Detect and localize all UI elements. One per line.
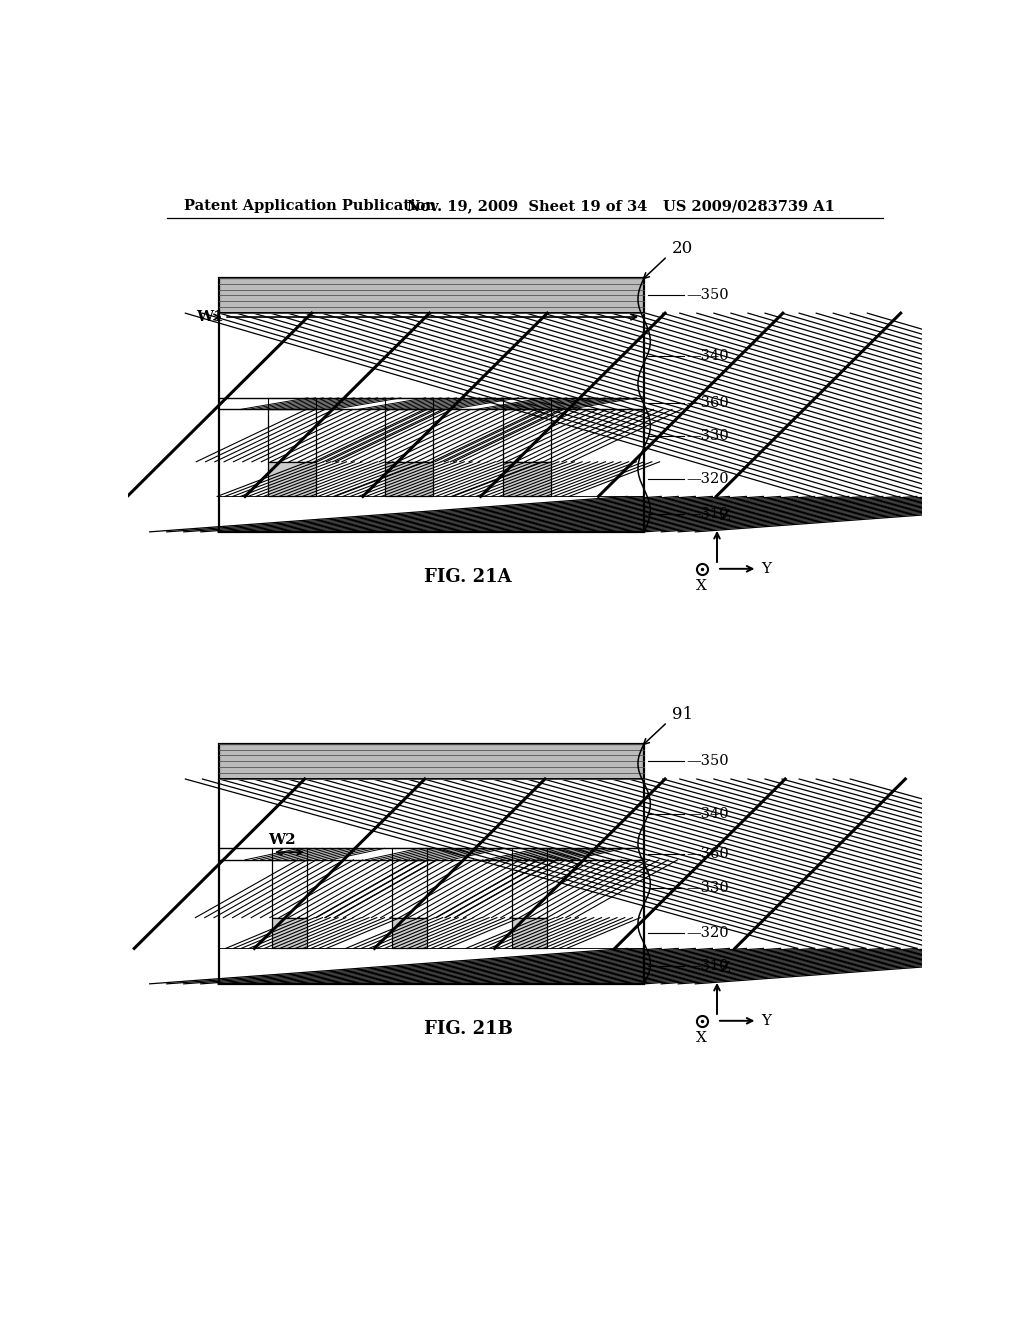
Text: —360: —360 [687,846,729,861]
Text: 20: 20 [672,240,693,257]
Text: Y: Y [761,1014,771,1028]
Bar [267,462,315,496]
Bar [385,462,433,496]
Bar [272,859,307,917]
Bar [267,397,315,409]
Bar [219,313,644,496]
Text: X: X [696,1031,707,1045]
Bar [503,462,551,496]
Text: FIG. 21A: FIG. 21A [424,568,512,586]
Bar [385,397,433,409]
Text: —320: —320 [687,471,729,486]
Bar [219,779,644,949]
Bar [392,859,427,917]
Bar [512,849,547,859]
Text: —310: —310 [687,960,729,973]
Bar [219,277,644,313]
Text: Nov. 19, 2009  Sheet 19 of 34: Nov. 19, 2009 Sheet 19 of 34 [407,199,647,213]
Bar [267,397,315,409]
Bar [503,409,551,462]
Bar [219,496,644,532]
Bar [392,849,427,859]
Bar [267,409,315,462]
Text: —340: —340 [687,348,729,363]
Bar [219,277,644,313]
Bar [219,779,644,949]
Bar [272,859,307,917]
Bar [267,462,315,496]
Bar [503,397,551,409]
Text: Patent Application Publication: Patent Application Publication [183,199,436,213]
Text: —350: —350 [687,754,729,768]
Bar [219,743,644,983]
Bar [272,849,307,859]
Text: FIG. 21B: FIG. 21B [424,1019,513,1038]
Bar [385,462,433,496]
Bar [219,313,644,496]
Bar [219,313,644,496]
Bar [272,849,307,859]
Bar [392,859,427,917]
Bar [392,917,427,949]
Text: —310: —310 [687,507,729,521]
Bar [503,462,551,496]
Bar [392,849,427,859]
Bar [272,917,307,949]
Text: —360: —360 [687,396,729,411]
Bar [385,409,433,462]
Bar [512,859,547,917]
Text: —350: —350 [687,289,729,302]
Text: Y: Y [761,562,771,576]
Bar [512,917,547,949]
Text: 91: 91 [672,706,693,723]
Bar [512,849,547,859]
Text: X: X [696,579,707,593]
Text: Z: Z [719,961,730,974]
Bar [392,917,427,949]
Text: —320: —320 [687,927,729,940]
Text: Z: Z [719,508,730,523]
Text: —330: —330 [687,429,729,442]
Bar [219,779,644,949]
Bar [219,743,644,779]
Bar [503,409,551,462]
Bar [219,948,644,983]
Bar [219,496,644,532]
Bar [385,409,433,462]
Text: W2: W2 [268,833,296,847]
Bar [219,743,644,779]
Text: —340: —340 [687,807,729,821]
Bar [385,397,433,409]
Bar [219,948,644,983]
Bar [512,859,547,917]
Bar [512,917,547,949]
Bar [219,277,644,532]
Text: —330: —330 [687,882,729,895]
Bar [503,397,551,409]
Text: US 2009/0283739 A1: US 2009/0283739 A1 [663,199,835,213]
Bar [267,409,315,462]
Bar [272,917,307,949]
Text: W1: W1 [197,310,224,323]
